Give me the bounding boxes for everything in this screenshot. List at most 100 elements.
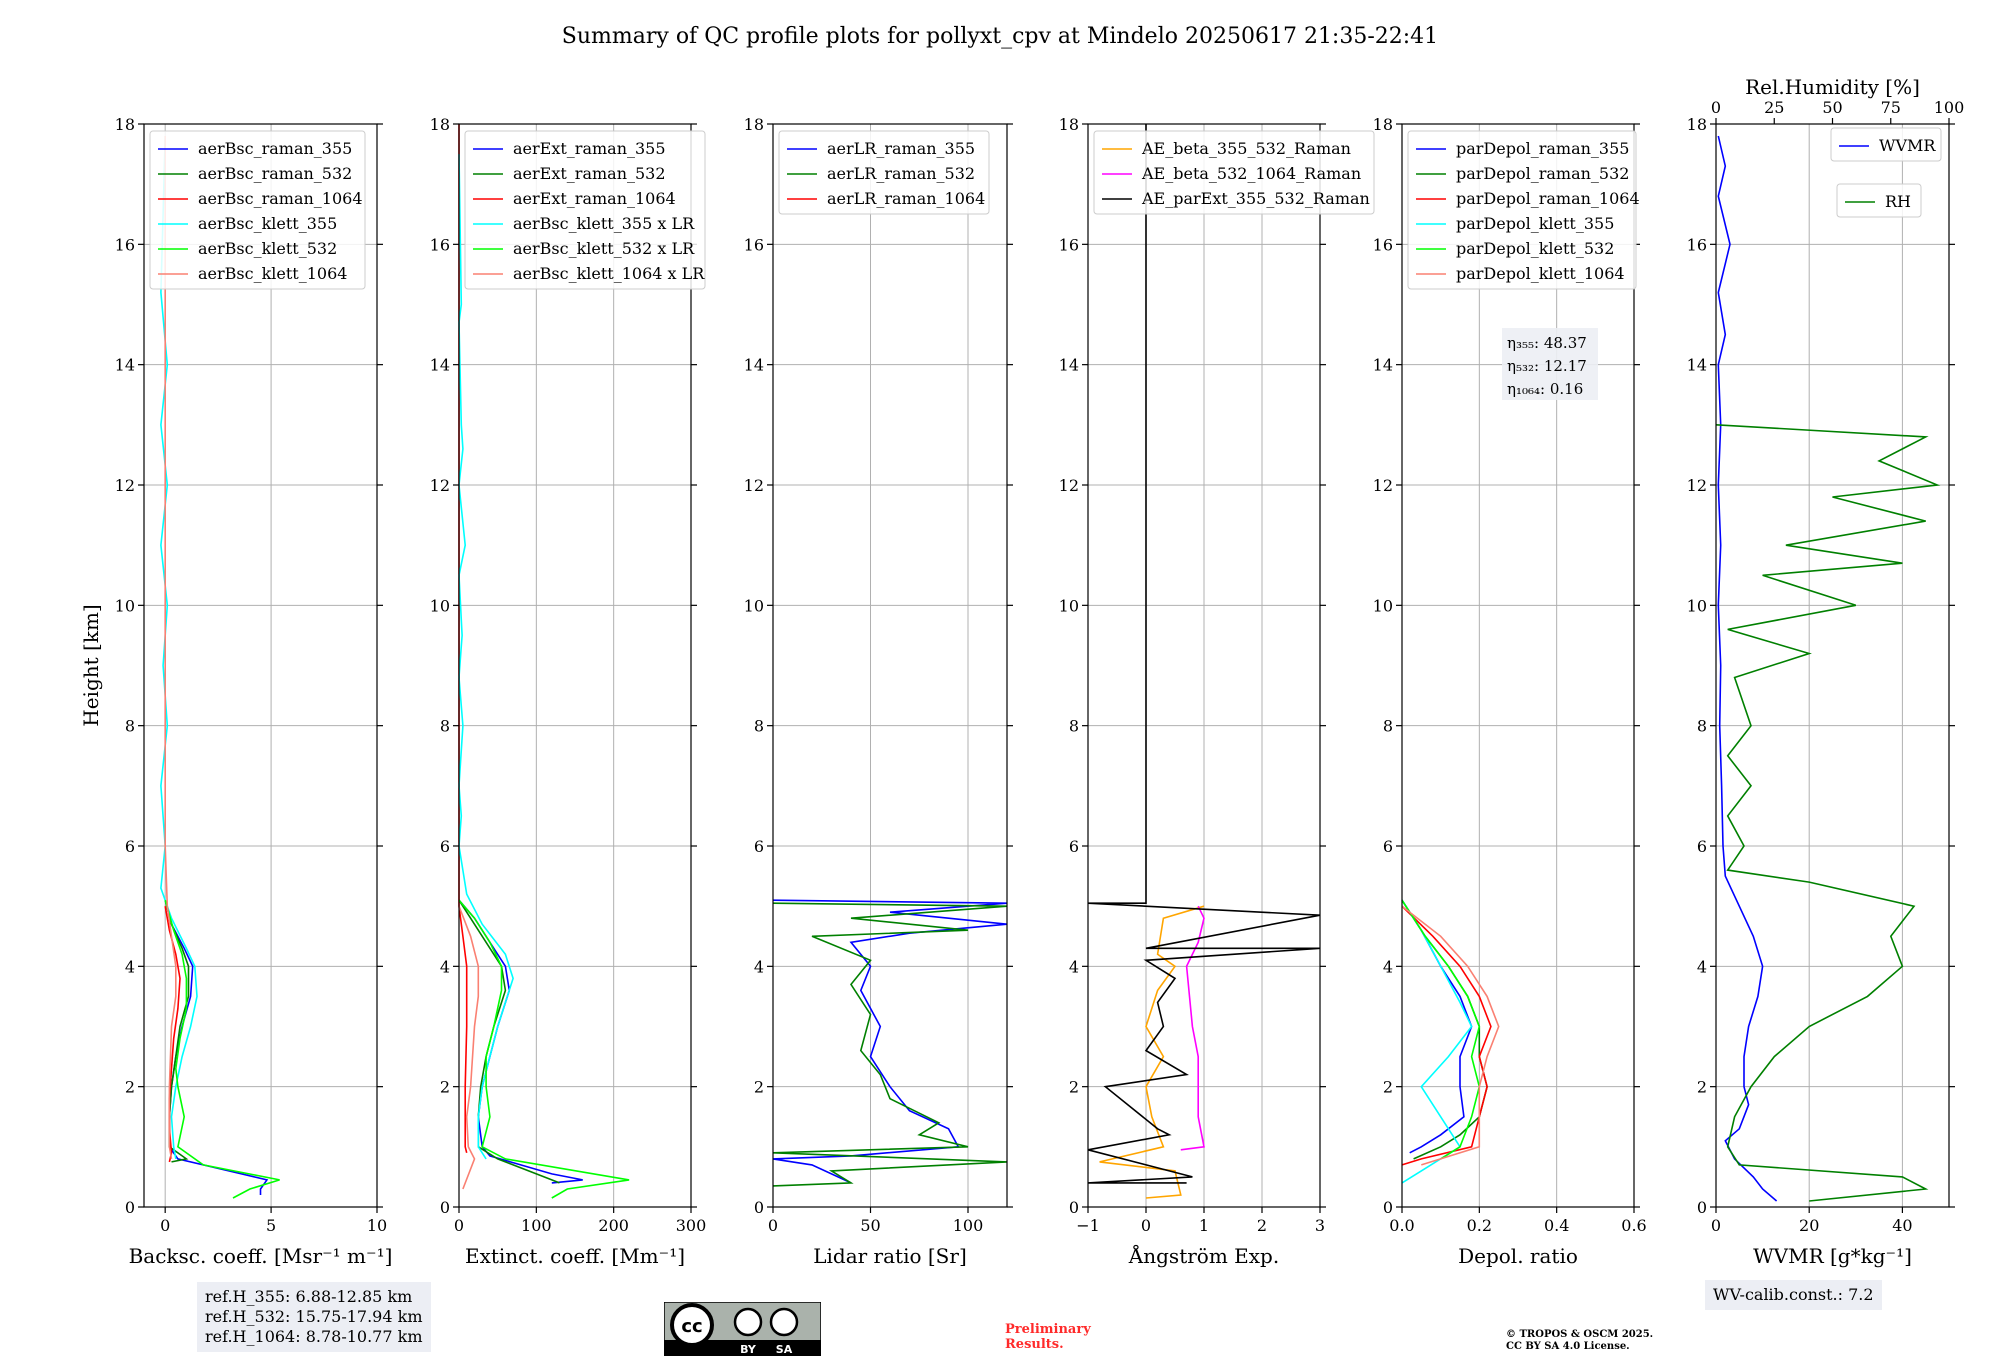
ext-legend-label: aerExt_raman_532 xyxy=(513,164,666,183)
x2-tick-label: 50 xyxy=(1822,98,1842,117)
panel-bsc: 0 2 4 6 8 10 12 14 16 18 0 5 10 Backsc. coeff. [Msr⁻¹… xyxy=(79,115,392,1268)
y-tick-label: 2 xyxy=(1069,1078,1079,1097)
y-tick-label: 2 xyxy=(754,1078,764,1097)
ae-legend-label: AE_beta_355_532_Raman xyxy=(1141,139,1351,158)
cc-license-badge[interactable]: cc BY SA xyxy=(664,1302,821,1356)
ext-legend-label: aerBsc_klett_1064 x LR xyxy=(513,264,705,283)
axes-frame xyxy=(1715,123,1950,1208)
y-tick-label: 16 xyxy=(115,235,135,254)
y-tick-label: 14 xyxy=(1687,356,1707,375)
series-line-parDepol_klett_355 xyxy=(1401,899,1473,1184)
bsc-legend-label: aerBsc_raman_1064 xyxy=(198,189,363,208)
y-tick-label: 12 xyxy=(115,476,135,495)
x-tick-label: −1 xyxy=(1076,1216,1100,1235)
x-axis-label: Ångström Exp. xyxy=(1128,1243,1279,1268)
wvmr-legend-frame xyxy=(1830,127,1942,162)
y-tick-label: 2 xyxy=(440,1078,450,1097)
y-tick-label: 10 xyxy=(1373,596,1393,615)
depol-legend-label: parDepol_raman_355 xyxy=(1456,139,1629,158)
series-line-parDepol_klett_1064 xyxy=(1401,905,1500,1166)
eta-label: η₃₅₅: 48.37 xyxy=(1507,334,1587,352)
ref-height-355: ref.H_355: 6.88-12.85 km xyxy=(205,1287,413,1306)
lr-legend-label: aerLR_raman_355 xyxy=(827,139,975,158)
y-tick-label: 18 xyxy=(1687,115,1707,134)
y-axis-label: Height [km] xyxy=(79,604,103,726)
lr-legend-frame xyxy=(778,130,990,215)
y-tick-label: 6 xyxy=(125,837,135,856)
y-tick-label: 12 xyxy=(1059,476,1079,495)
preliminary-line-1: Preliminary xyxy=(1005,1322,1091,1337)
axes-frame xyxy=(458,123,692,1208)
axes-frame xyxy=(772,123,1008,1208)
y-tick-label: 12 xyxy=(430,476,450,495)
bsc-legend-frame xyxy=(149,130,366,290)
y-tick-label: 18 xyxy=(744,115,764,134)
wv-calib-const: WV-calib.const.: 7.2 xyxy=(1713,1285,1874,1304)
axes-frame xyxy=(143,123,378,1208)
y-tick-label: 10 xyxy=(430,596,450,615)
depol-legend-label: parDepol_klett_1064 xyxy=(1456,264,1625,283)
rh-legend-label: RH xyxy=(1885,192,1911,211)
y-tick-label: 10 xyxy=(744,596,764,615)
y-tick-label: 18 xyxy=(430,115,450,134)
series-line-AE_beta_532_1064_Raman xyxy=(1180,905,1205,1151)
y-tick-label: 18 xyxy=(1059,115,1079,134)
x-tick-label: 10 xyxy=(367,1216,387,1235)
x-tick-label: 100 xyxy=(521,1216,552,1235)
panel-depol: 0 2 4 6 8 10 12 14 16 18 0.0 0.2 0.4 0.6 Depol. ratio p… xyxy=(1373,115,1647,1268)
y-tick-label: 14 xyxy=(430,356,450,375)
cc-logo-icon xyxy=(670,1303,714,1347)
y-tick-label: 18 xyxy=(115,115,135,134)
wv-calib-box: WV-calib.const.: 7.2 xyxy=(1705,1280,1882,1310)
depol-legend-label: parDepol_klett_355 xyxy=(1456,214,1614,233)
series-line-aerBsc_klett_1064 x LR xyxy=(458,905,480,1190)
y-tick-label: 0 xyxy=(1697,1198,1707,1217)
x-tick-label: 2 xyxy=(1257,1216,1267,1235)
y-tick-label: 6 xyxy=(1069,837,1079,856)
x-tick-label: 0 xyxy=(1141,1216,1151,1235)
ae-legend-frame xyxy=(1093,130,1375,215)
series-line-aerBsc_klett_532 xyxy=(164,899,280,1199)
series-line-WVMR xyxy=(1717,135,1778,1202)
x-tick-label: 0 xyxy=(454,1216,464,1235)
bsc-legend-label: aerBsc_klett_532 xyxy=(198,239,337,258)
y-tick-label: 16 xyxy=(744,235,764,254)
y-tick-label: 14 xyxy=(1373,356,1393,375)
y-tick-label: 8 xyxy=(1697,717,1707,736)
ext-legend-label: aerExt_raman_355 xyxy=(513,139,666,158)
y-tick-label: 0 xyxy=(1383,1198,1393,1217)
y-tick-label: 6 xyxy=(1697,837,1707,856)
bsc-legend-label: aerBsc_raman_355 xyxy=(198,139,352,158)
eta-label: η₁₀₆₄: 0.16 xyxy=(1507,380,1583,398)
x2-tick-label: 100 xyxy=(1934,98,1965,117)
depol-legend-label: parDepol_klett_532 xyxy=(1456,239,1614,258)
sa-label: SA xyxy=(776,1343,793,1356)
x2-axis-label: Rel.Humidity [%] xyxy=(1745,75,1920,99)
by-person-icon xyxy=(733,1307,763,1337)
series-line-parDepol_klett_532 xyxy=(1401,899,1481,1160)
x2-tick-label: 0 xyxy=(1711,98,1721,117)
preliminary-line-2: Results. xyxy=(1005,1337,1064,1352)
depol-legend-frame xyxy=(1407,130,1637,290)
y-tick-label: 2 xyxy=(125,1078,135,1097)
depol-legend-label: parDepol_raman_532 xyxy=(1456,164,1629,183)
y-tick-label: 2 xyxy=(1383,1078,1393,1097)
y-tick-label: 0 xyxy=(754,1198,764,1217)
bsc-legend-label: aerBsc_klett_1064 xyxy=(198,264,347,283)
x-axis-label: Lidar ratio [Sr] xyxy=(813,1244,967,1268)
x-tick-label: 20 xyxy=(1799,1216,1819,1235)
series-line-parDepol_raman_532 xyxy=(1401,899,1488,1160)
wvmr-legend-label: WVMR xyxy=(1879,136,1936,155)
ae-legend-label: AE_parExt_355_532_Raman xyxy=(1141,189,1370,208)
ae-legend-label: AE_beta_532_1064_Raman xyxy=(1141,164,1361,183)
figure-title: Summary of QC profile plots for pollyxt_… xyxy=(562,24,1438,49)
ref-height-532: ref.H_532: 15.75-17.94 km xyxy=(205,1307,423,1326)
preliminary-results-note: Preliminary Results. xyxy=(1005,1322,1091,1352)
reference-heights-box: ref.H_355: 6.88-12.85 km ref.H_532: 15.7… xyxy=(197,1282,431,1352)
y-tick-label: 16 xyxy=(1373,235,1393,254)
y-tick-label: 16 xyxy=(1059,235,1079,254)
y-tick-label: 0 xyxy=(440,1198,450,1217)
y-tick-label: 16 xyxy=(430,235,450,254)
